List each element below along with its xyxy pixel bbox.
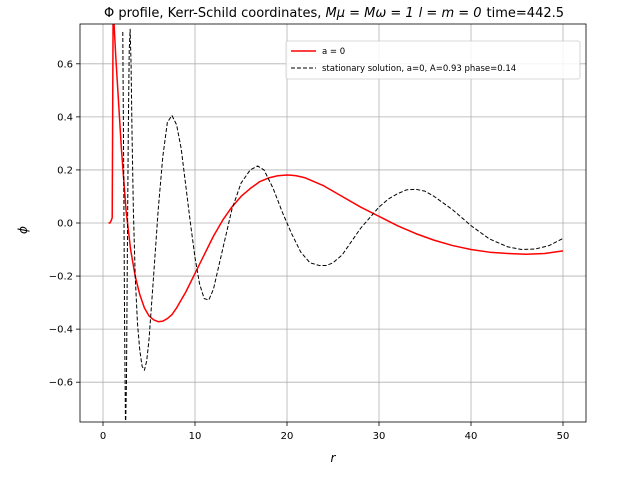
ticks: 0 10 20 30 40 50 −0.6 −0.4 −0.2 0.0 0.2 0.4 0.6 xyxy=(49,59,570,442)
y-tick-label: 0.6 xyxy=(57,59,73,70)
x-tick-label: 50 xyxy=(557,431,570,442)
title-math-2: l = m = 0 xyxy=(419,6,482,21)
plot-frame xyxy=(79,23,587,423)
title-prefix: Φ profile, Kerr-Schild coordinates, xyxy=(104,6,326,21)
title-math-1: Mμ = Mω = 1 xyxy=(325,6,413,21)
x-tick-label: 40 xyxy=(465,431,478,442)
y-axis-label: ϕ xyxy=(16,226,30,234)
legend: a = 0 stationary solution, a=0, A=0.93 p… xyxy=(285,40,581,80)
x-tick-label: 30 xyxy=(373,431,386,442)
y-tick-label: 0.4 xyxy=(57,112,73,123)
y-tick-label: 0.0 xyxy=(57,219,73,230)
series-line-stationary xyxy=(122,28,564,422)
x-tick-label: 10 xyxy=(189,431,202,442)
x-tick-label: 20 xyxy=(281,431,294,442)
legend-box xyxy=(285,40,581,80)
legend-label-stationary: stationary solution, a=0, A=0.93 phase=0… xyxy=(322,64,516,74)
chart-title: Φ profile, Kerr-Schild coordinates, Mμ =… xyxy=(104,6,564,21)
x-tick-label: 0 xyxy=(100,431,106,442)
series-line-a0 xyxy=(108,24,564,323)
y-tick-label: −0.2 xyxy=(49,272,73,283)
y-tick-label: 0.2 xyxy=(57,165,73,176)
y-tick-label: −0.6 xyxy=(49,378,73,389)
legend-label-a0: a = 0 xyxy=(322,47,345,57)
x-axis-label: r xyxy=(331,451,337,465)
y-tick-label: −0.4 xyxy=(49,325,73,336)
series-group xyxy=(108,24,564,422)
title-suffix: time=442.5 xyxy=(487,6,564,21)
